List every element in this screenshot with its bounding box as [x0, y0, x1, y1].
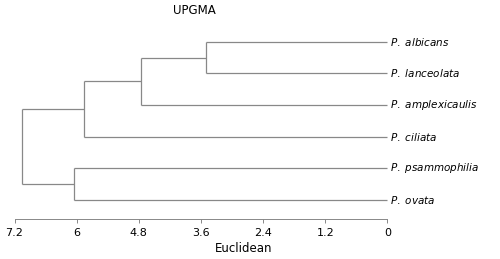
Text: $\it{P.}$ $\it{ciliata}$: $\it{P.}$ $\it{ciliata}$	[390, 131, 438, 142]
Text: UPGMA: UPGMA	[172, 4, 216, 17]
Text: $\it{P.}$ $\it{lanceolata}$: $\it{P.}$ $\it{lanceolata}$	[390, 67, 460, 80]
Text: $\it{P.}$ $\it{psammophilia}$: $\it{P.}$ $\it{psammophilia}$	[390, 161, 480, 175]
Text: $\it{P.}$ $\it{albicans}$: $\it{P.}$ $\it{albicans}$	[390, 36, 450, 48]
Text: $\it{P.}$ $\it{ovata}$: $\it{P.}$ $\it{ovata}$	[390, 194, 436, 206]
Text: $\it{P.}$ $\it{amplexicaulis}$: $\it{P.}$ $\it{amplexicaulis}$	[390, 98, 478, 112]
X-axis label: Euclidean: Euclidean	[215, 242, 272, 255]
